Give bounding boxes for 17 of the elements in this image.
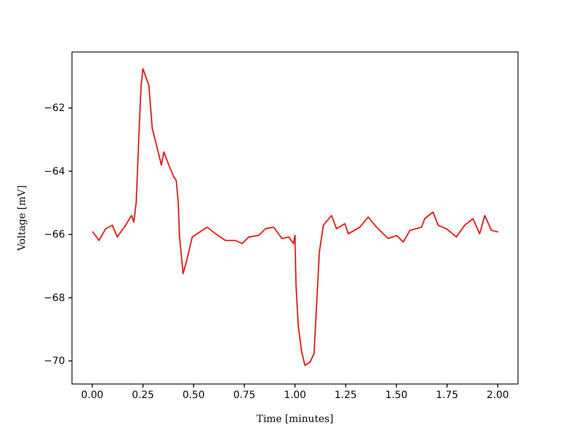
x-axis-title: Time [minutes] (256, 414, 334, 425)
y-tick-label: −64 (44, 166, 65, 178)
x-tick-label: 0.75 (233, 390, 256, 402)
x-tick-label: 1.75 (436, 390, 458, 402)
y-tick-label: −70 (44, 356, 65, 368)
y-axis-title: Voltage [mV] (17, 185, 28, 252)
line-series (92, 68, 498, 366)
x-tick-label: 0.50 (182, 390, 205, 402)
y-tick-label: −62 (44, 103, 65, 114)
y-tick-label: −66 (44, 230, 65, 241)
x-tick-label: 0.00 (81, 390, 104, 402)
x-tick-label: 1.25 (334, 390, 357, 402)
y-tick-label: −68 (44, 292, 65, 304)
x-tick-label: 0.25 (132, 390, 154, 402)
x-tick-label: 2.00 (486, 390, 509, 402)
x-tick-label: 1.50 (385, 390, 408, 402)
x-tick-label: 1.00 (284, 390, 306, 402)
